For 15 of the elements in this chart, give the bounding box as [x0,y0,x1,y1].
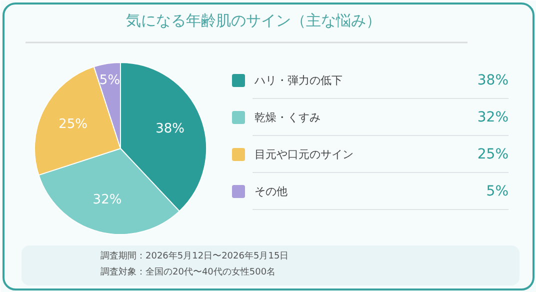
data-label: 38% [156,121,185,136]
text: 調査対象：全国の20代〜40代の女性500名 [100,266,276,278]
text: 調査期間：2026年5月12日〜2026年5月15日 [100,250,289,262]
data-label: 5% [99,73,120,88]
text: 25% [477,146,509,162]
data-label: 25% [58,116,88,132]
text: 32% [477,110,509,126]
legend-label: ハリ・弾力の低下 [254,74,342,87]
legend-label: その他 [254,185,288,198]
text: 38% [477,72,509,88]
data-label: 32% [92,192,122,208]
legend-label: 乾燥・くすみ [254,111,320,124]
chart-title: 気になる年齢肌のサイン（主な悩み） [126,12,381,30]
legend-label: 目元や口元のサイン [254,148,354,161]
text: 5% [486,184,509,200]
